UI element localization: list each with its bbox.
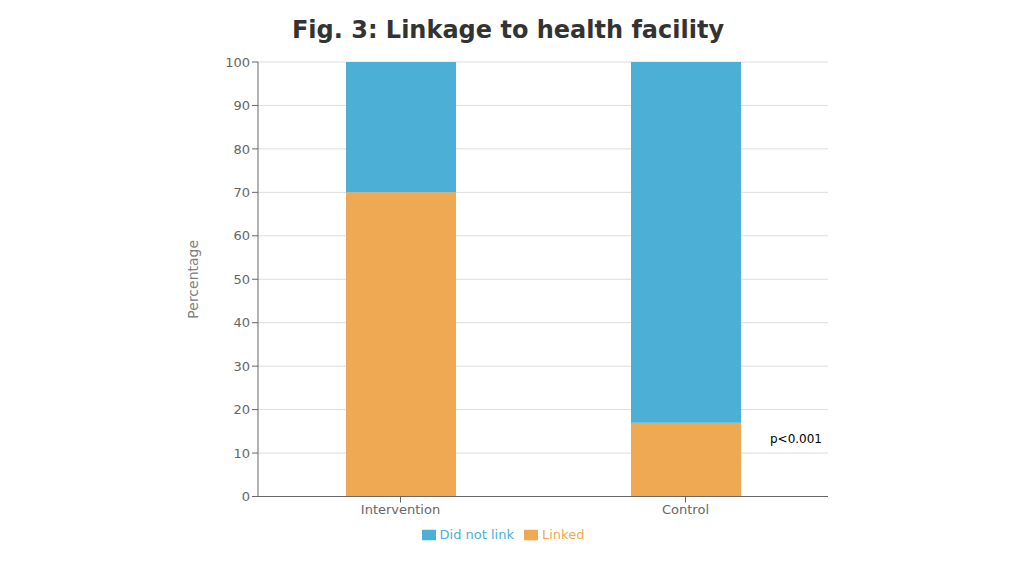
svg-text:100: 100 [225,55,250,70]
svg-text:Control: Control [662,502,709,517]
svg-text:30: 30 [233,359,250,374]
html-text:Did not link: Did not link [439,526,514,542]
svg-text:60: 60 [233,228,250,243]
svg-text:40: 40 [233,315,250,330]
svg-text:10: 10 [233,446,250,461]
svg-text:Intervention: Intervention [361,502,440,517]
svg-text:50: 50 [233,272,250,287]
svg-text:90: 90 [233,98,250,113]
svg-text:0: 0 [242,489,250,504]
html-text:Fig. 3: Linkage to health faci: Fig. 3: Linkage to health facility [291,16,725,44]
svg-text:70: 70 [233,185,250,200]
html-text:p<0.001: p<0.001 [770,432,822,446]
svg-text:20: 20 [233,402,250,417]
svg-text:Percentage: Percentage [185,240,201,319]
html-text:Linked: Linked [542,526,585,542]
svg-text:80: 80 [233,142,250,157]
